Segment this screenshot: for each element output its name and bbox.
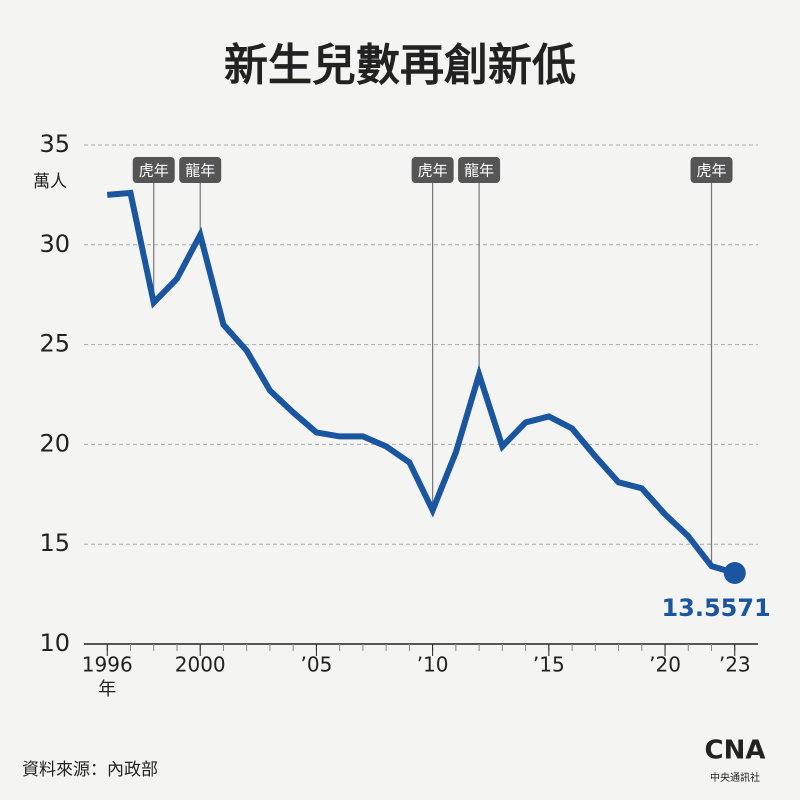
annotation-label: 龍年 xyxy=(464,162,494,180)
annotation-label: 虎年 xyxy=(697,162,727,180)
logo-name: 中央通訊社 xyxy=(710,771,760,784)
y-tick-label: 35 xyxy=(39,130,70,158)
end-point xyxy=(723,562,746,585)
y-tick-label: 30 xyxy=(39,230,70,258)
annotation-box xyxy=(411,157,454,183)
y-unit: 萬人 xyxy=(33,172,67,192)
annotation-label: 龍年 xyxy=(185,162,215,180)
source: 資料來源：內政部 xyxy=(22,760,158,780)
x-tick-label: ’05 xyxy=(301,653,333,677)
end-value-label: 13.5571 xyxy=(661,594,770,622)
annotation-label: 虎年 xyxy=(139,162,169,180)
data-line xyxy=(106,189,736,576)
x-tick-label: ’10 xyxy=(417,653,449,677)
x-tick-label: ’15 xyxy=(533,653,565,677)
x-unit: 年 xyxy=(98,679,116,700)
annotation-box xyxy=(132,157,175,183)
y-tick-label: 10 xyxy=(39,629,70,657)
y-tick-label: 15 xyxy=(39,529,70,557)
annotation-box xyxy=(690,157,733,183)
y-tick-label: 20 xyxy=(39,429,70,457)
annotation-box xyxy=(179,157,222,183)
annotation-box xyxy=(458,157,501,183)
chart-title: 新生兒數再創新低 xyxy=(224,40,576,91)
x-tick-label: ’23 xyxy=(719,653,751,677)
x-tick-label: ’20 xyxy=(649,653,681,677)
x-tick-label: 2000 xyxy=(175,653,226,677)
annotation-label: 虎年 xyxy=(418,162,448,180)
y-tick-label: 25 xyxy=(39,330,70,358)
x-tick-label: 1996 xyxy=(82,653,133,677)
logo-mark: CNA xyxy=(705,736,766,766)
logo: CNA 中央通訊社 xyxy=(705,736,766,785)
